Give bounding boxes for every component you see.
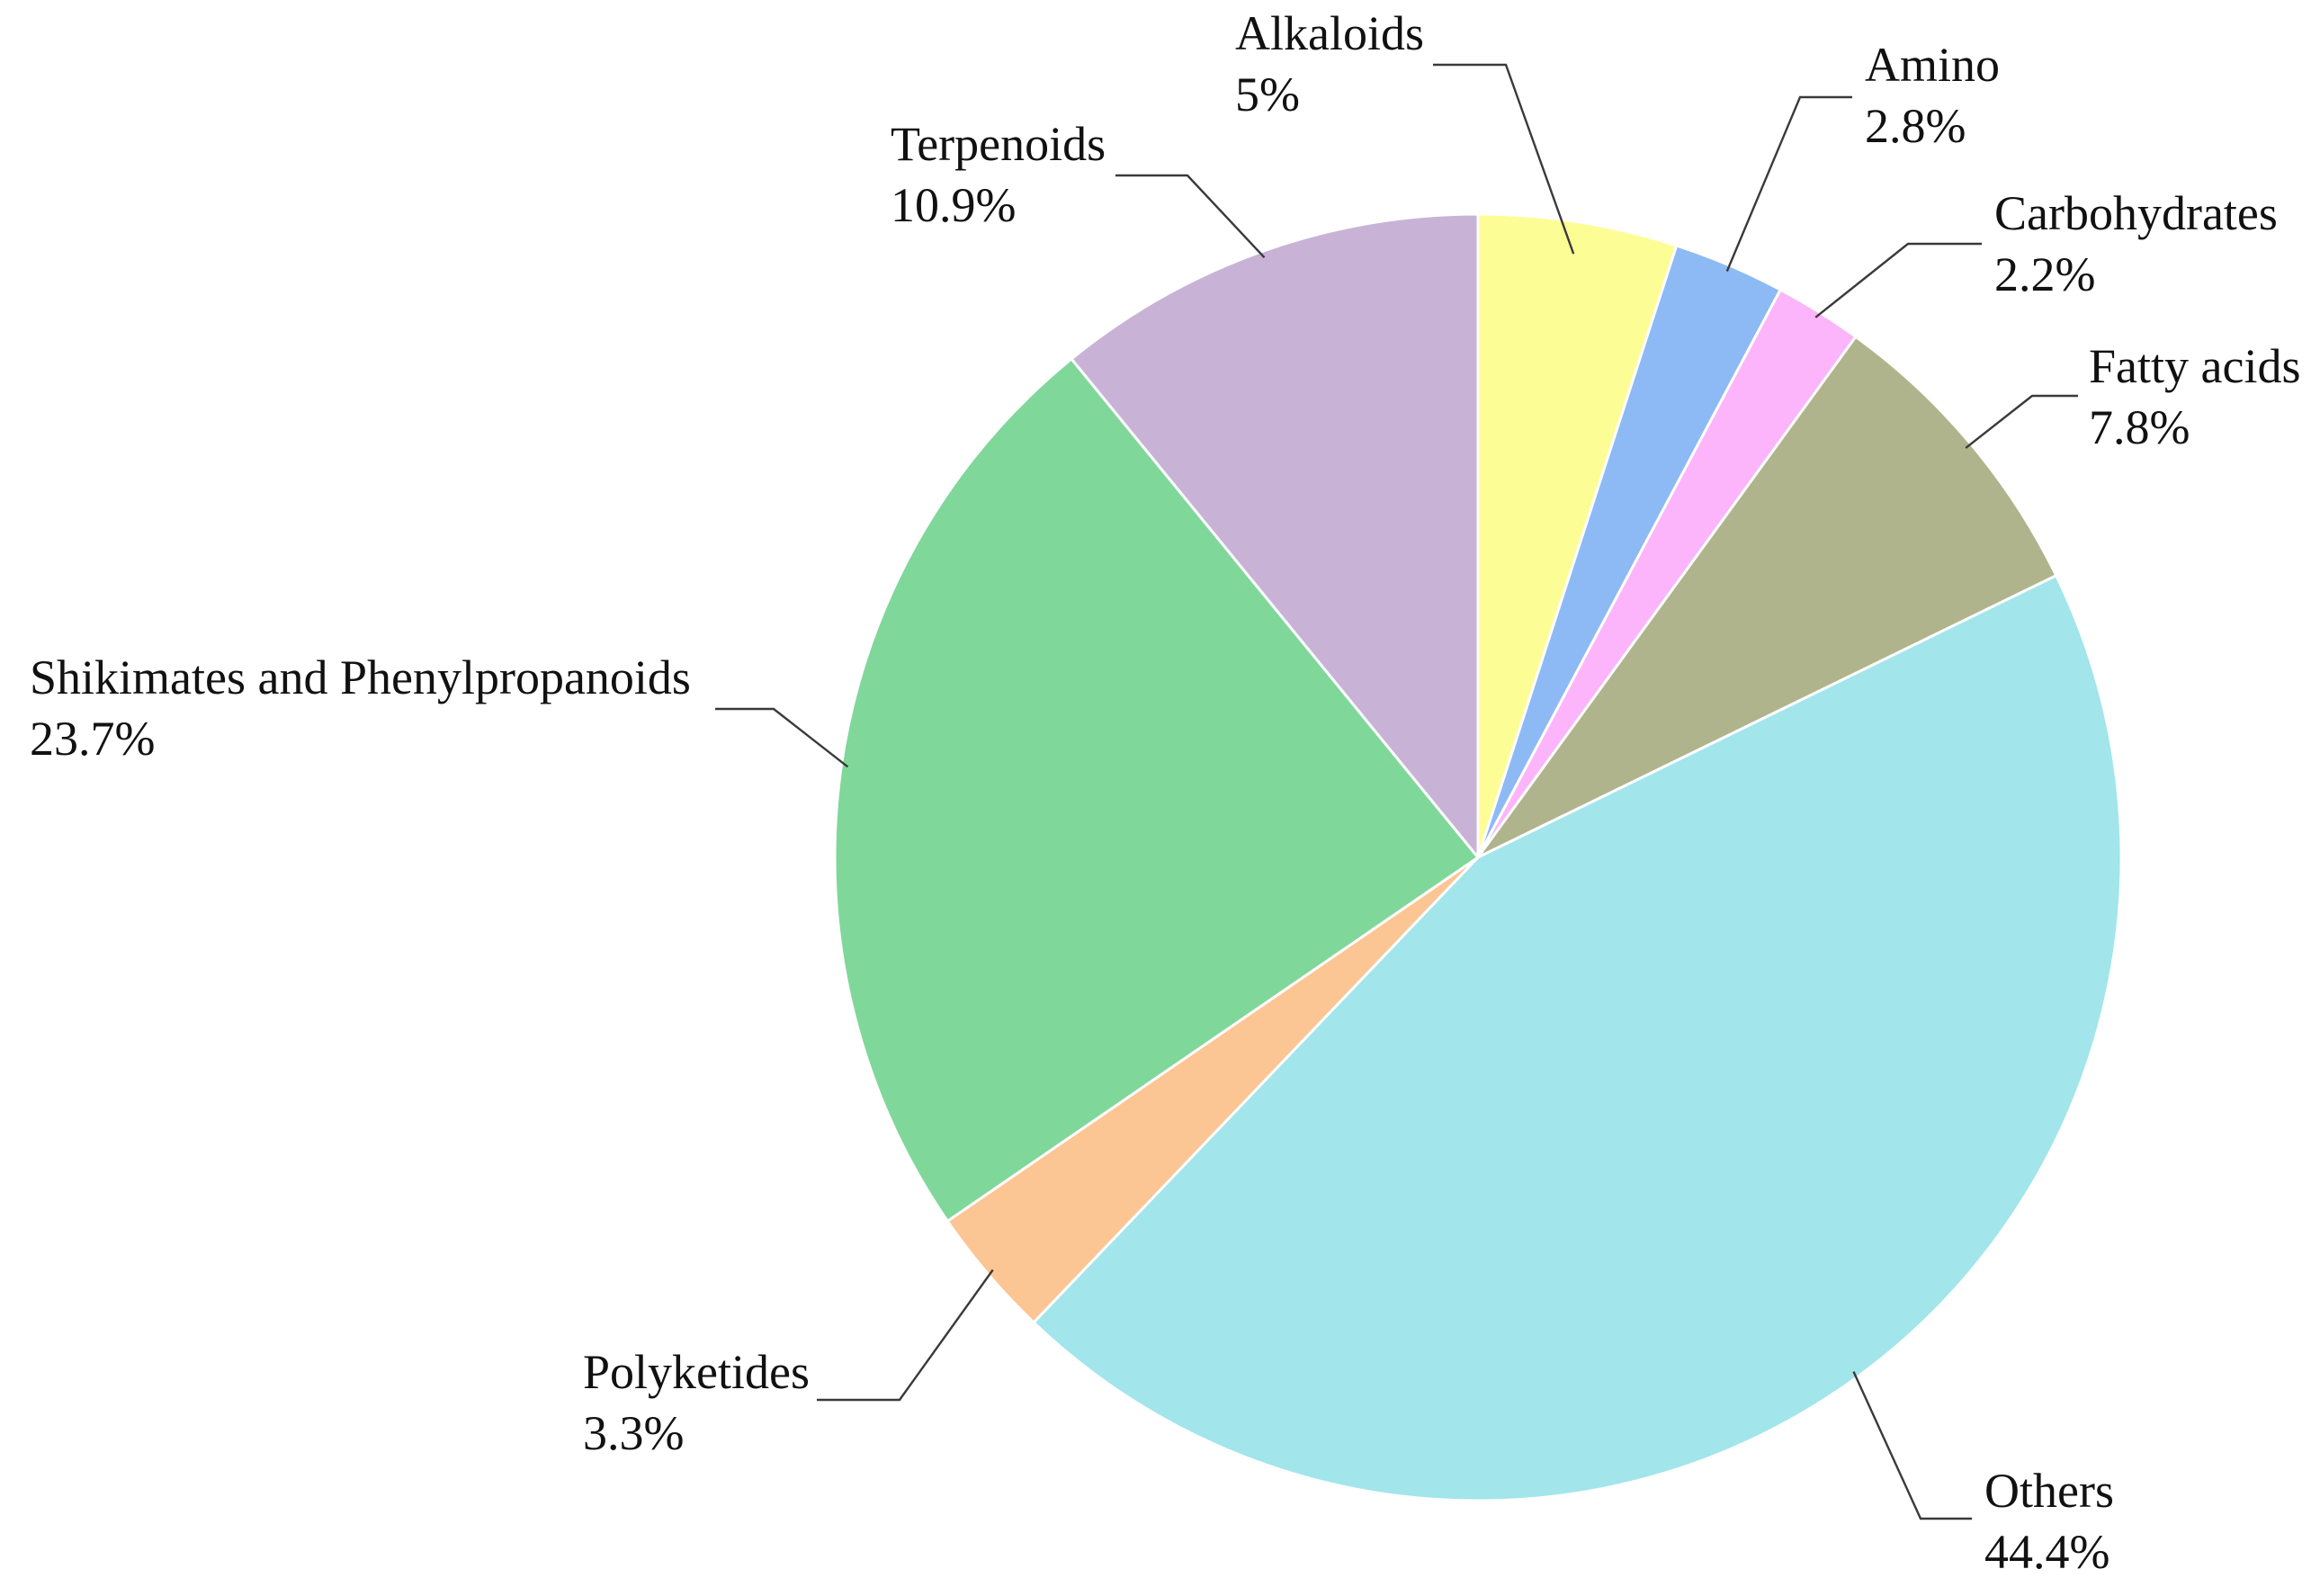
leader-line-fatty-acids — [1965, 394, 2078, 449]
leader-lines-group — [715, 63, 2078, 1520]
leader-line-alkaloids — [1433, 63, 1575, 255]
slice-percent-carbohydrates: 2.2% — [1994, 247, 2095, 301]
pie-slice-others — [1032, 574, 2123, 1502]
slice-label-alkaloids: Alkaloids — [1235, 6, 1424, 60]
slice-label-amino: Amino — [1865, 38, 2000, 92]
leader-line-amino — [1725, 95, 1852, 272]
leader-line-others — [1852, 1371, 1972, 1520]
slices-group — [833, 212, 2123, 1502]
slice-percent-amino: 2.8% — [1865, 99, 1966, 153]
slice-percent-terpenoids: 10.9% — [891, 178, 1016, 232]
pie-slice-alkaloids — [1476, 212, 1679, 859]
slice-percent-others: 44.4% — [1984, 1525, 2109, 1579]
leader-line-terpenoids — [1115, 174, 1266, 259]
pie-slice-shikimates-and-phenylpropanoids — [833, 357, 1480, 1223]
leader-line-carbohydrates — [1814, 242, 1982, 318]
slice-label-others: Others — [1984, 1464, 2114, 1518]
slice-percent-fatty-acids: 7.8% — [2089, 400, 2190, 454]
slice-label-carbohydrates: Carbohydrates — [1994, 186, 2278, 240]
leader-line-polyketides — [817, 1269, 994, 1402]
leader-line-shikimates-and-phenylpropanoids — [715, 707, 849, 768]
slice-percent-shikimates-and-phenylpropanoids: 23.7% — [30, 712, 155, 766]
slice-label-polyketides: Polyketides — [583, 1345, 810, 1399]
slice-percent-polyketides: 3.3% — [583, 1406, 684, 1460]
labels-group: Alkaloids 5% Amino 2.8% Carbohydrates 2.2% Fat… — [30, 6, 2300, 1579]
slice-label-shikimates-and-phenylpropanoids: Shikimates and Phenylpropanoids — [30, 650, 691, 704]
slice-label-terpenoids: Terpenoids — [891, 117, 1106, 171]
pie-slice-terpenoids — [1070, 212, 1480, 859]
slice-percent-alkaloids: 5% — [1235, 67, 1300, 121]
slice-label-fatty-acids: Fatty acids — [2089, 339, 2300, 393]
